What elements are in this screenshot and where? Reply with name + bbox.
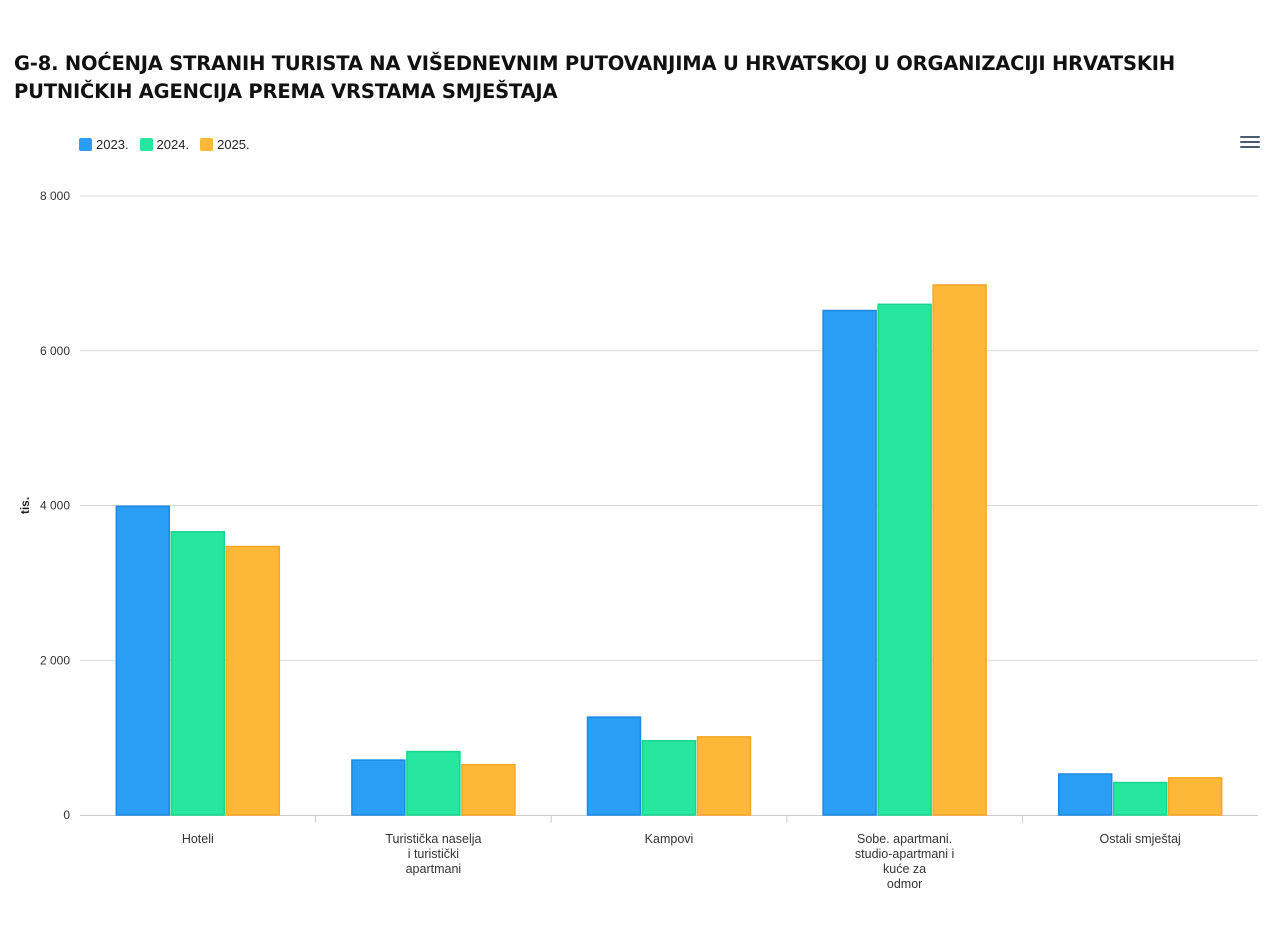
legend-label: 2024. <box>156 137 190 152</box>
x-category-label: Kampovi <box>645 832 694 846</box>
bar[interactable] <box>225 545 281 816</box>
bar[interactable] <box>932 284 987 816</box>
legend-item[interactable]: 2024. <box>139 137 190 152</box>
bar[interactable] <box>115 505 171 816</box>
y-tick-label: 2 000 <box>40 653 70 667</box>
bar[interactable] <box>586 716 642 816</box>
hamburger-menu-icon[interactable] <box>1240 136 1260 152</box>
y-tick-label: 8 000 <box>40 189 70 203</box>
y-tick-label: 4 000 <box>40 499 70 513</box>
chart-title: G-8. NOĆENJA STRANIH TURISTA NA VIŠEDNEV… <box>14 52 1175 103</box>
legend-item[interactable]: 2023. <box>79 137 129 152</box>
legend-swatch <box>200 138 214 151</box>
bar[interactable] <box>1112 781 1168 816</box>
x-category-label: Ostali smještaj <box>1100 832 1181 846</box>
bar[interactable] <box>641 739 697 816</box>
x-category-label: Sobe. apartmani. studio-apartmani i kuće z… <box>855 832 954 891</box>
bar[interactable] <box>696 736 752 816</box>
legend-item[interactable]: 2025. <box>200 137 250 152</box>
legend-swatch <box>79 138 92 151</box>
bar[interactable] <box>461 763 516 816</box>
bar[interactable] <box>1167 777 1223 816</box>
x-category-label: Hoteli <box>182 832 214 846</box>
bar[interactable] <box>877 303 932 816</box>
bar[interactable] <box>351 759 406 816</box>
y-tick-label: 0 <box>63 808 70 822</box>
legend: 2023. 2024. 2025. <box>79 137 250 152</box>
bar[interactable] <box>822 309 877 816</box>
bar[interactable] <box>406 750 461 816</box>
legend-swatch <box>139 138 153 151</box>
bar[interactable] <box>170 531 226 816</box>
y-axis-label: tis. <box>18 497 32 514</box>
x-category-label: Turistička naselja i turistički apartmani <box>385 832 481 876</box>
legend-label: 2025. <box>217 137 250 152</box>
bar[interactable] <box>1057 773 1113 816</box>
legend-label: 2023. <box>96 137 129 152</box>
y-tick-label: 6 000 <box>40 344 70 358</box>
